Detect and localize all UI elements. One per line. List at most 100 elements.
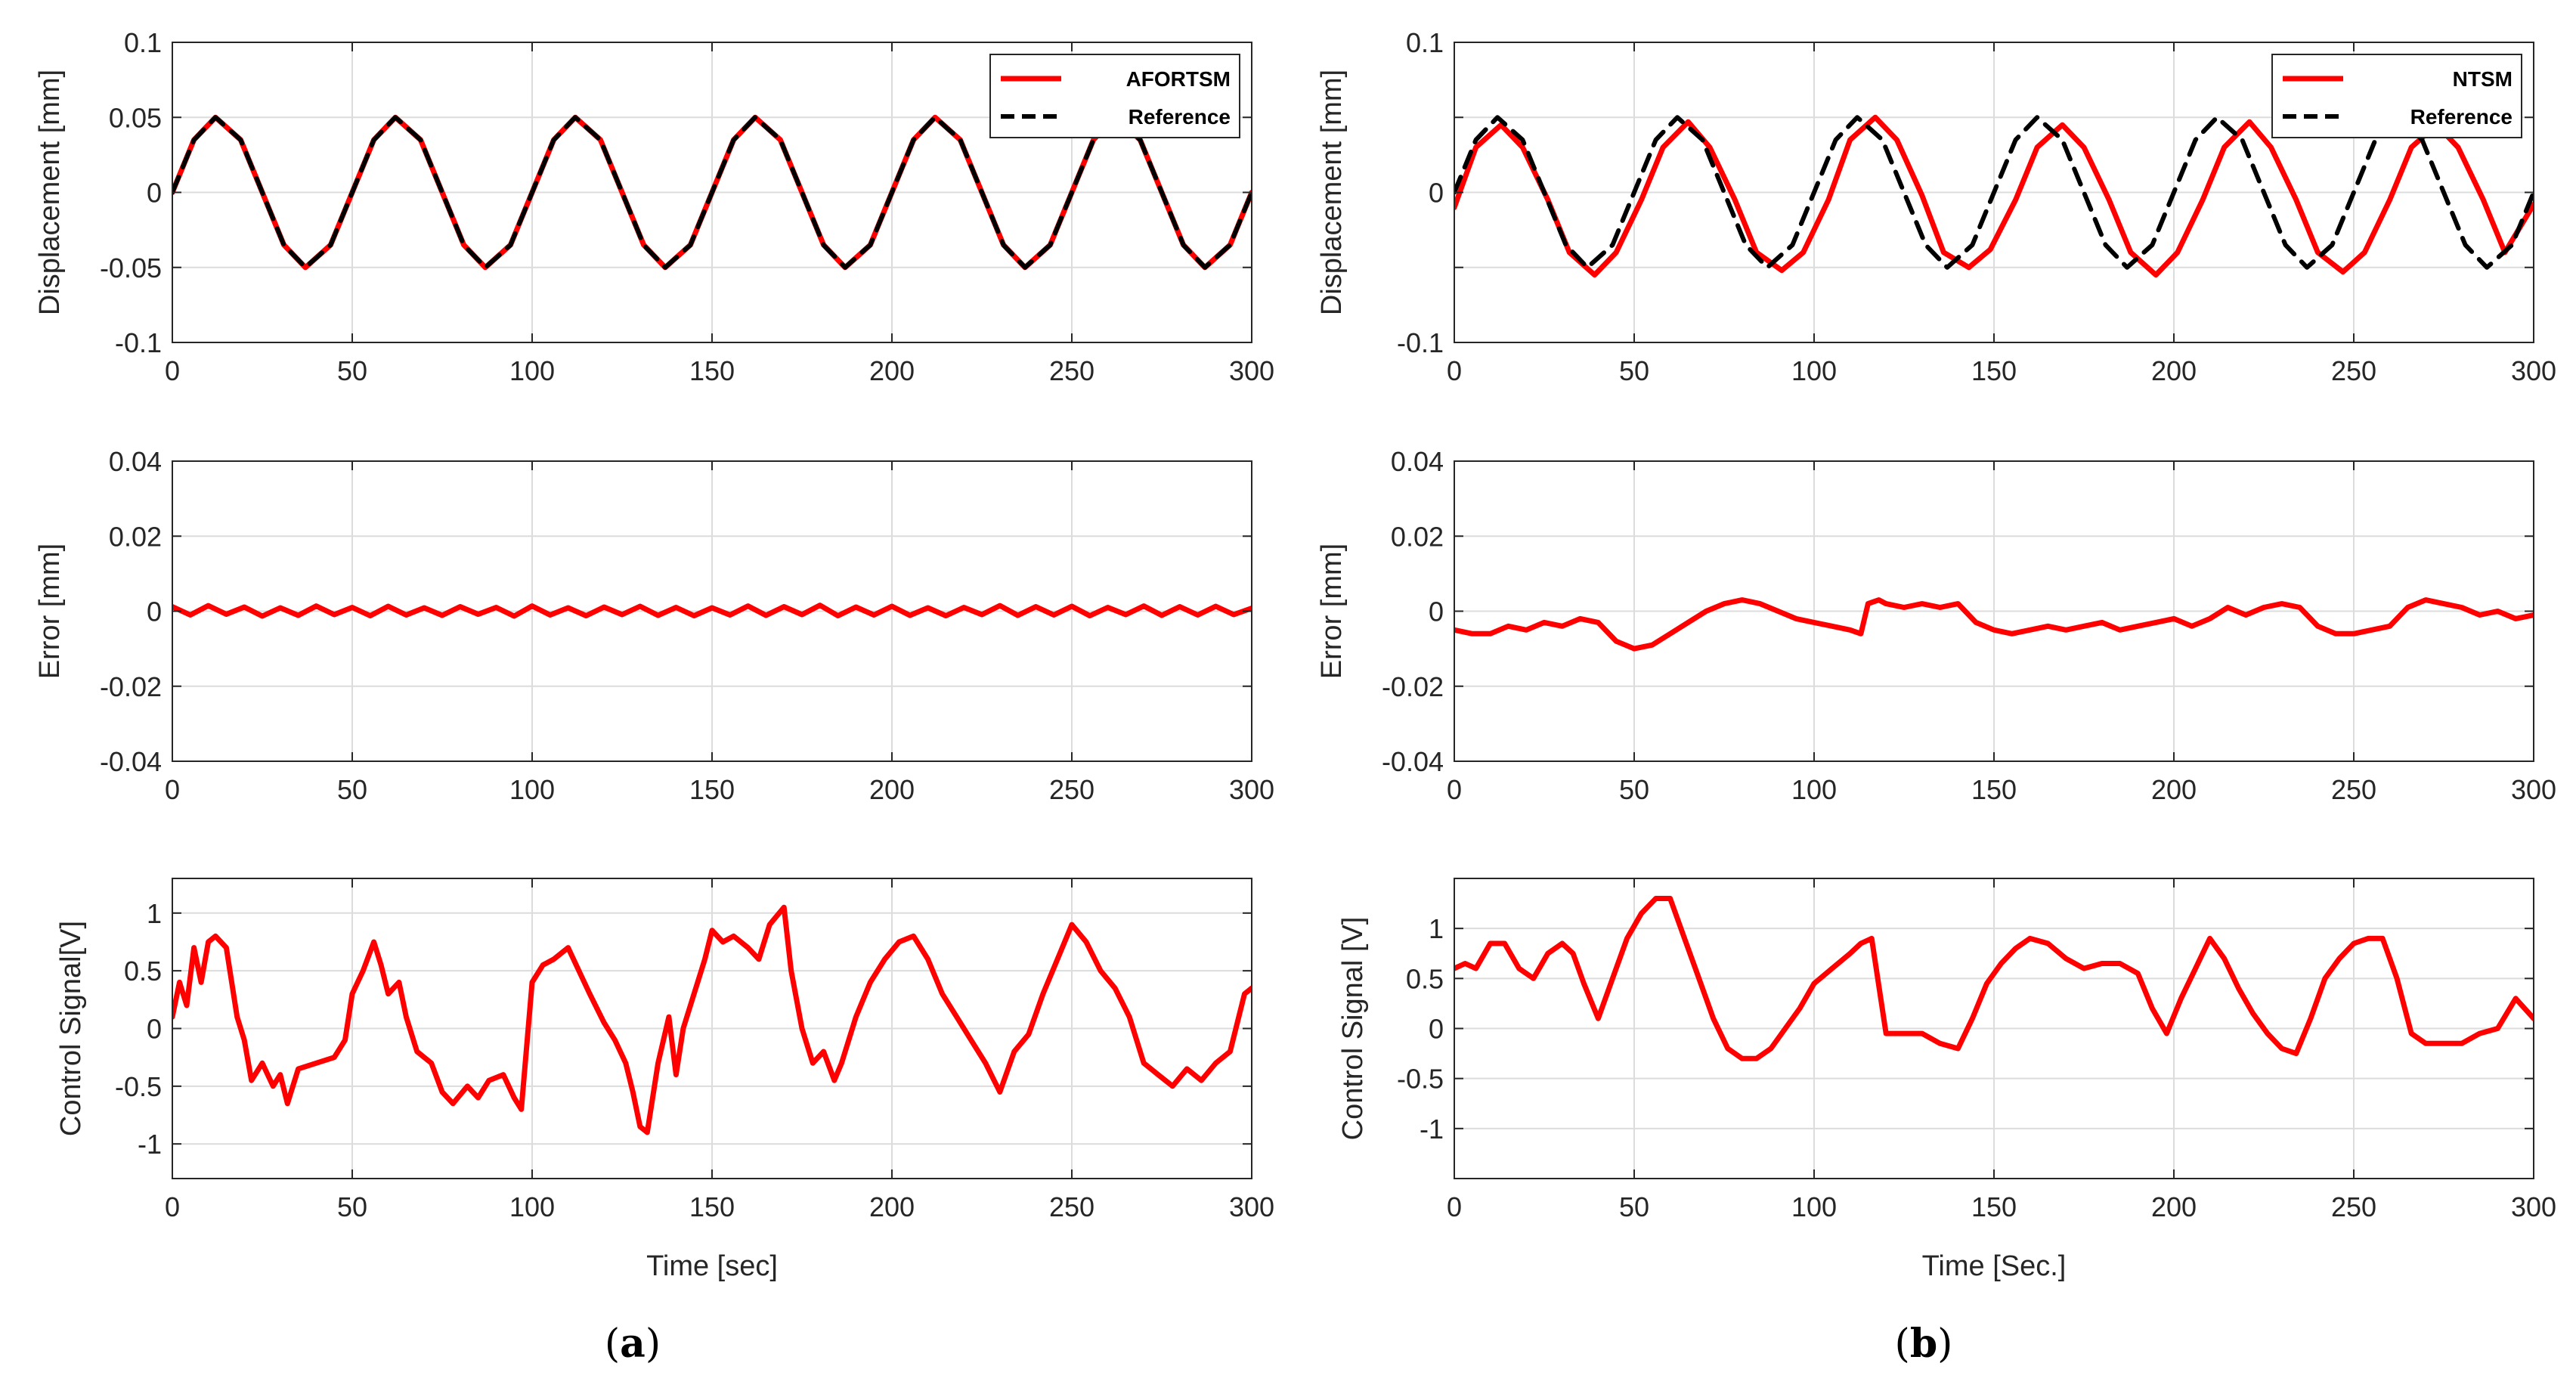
chart-b-2-ytick-label-4: 1 bbox=[1429, 913, 1444, 944]
caption-a-close: ) bbox=[646, 1321, 661, 1367]
chart-a-2: 0 50 100 150 200 250 300 -1 -0.5 0 0.5 1 Control Sig… bbox=[55, 878, 1274, 1282]
chart-b-1-xtick-label-3: 150 bbox=[1971, 774, 2017, 805]
chart-b-2-ylabel: Control Signal [V] bbox=[1337, 917, 1369, 1141]
chart-b-0-xtick-label-4: 200 bbox=[2151, 355, 2197, 386]
chart-a-1-xtick-label-5: 250 bbox=[1049, 774, 1094, 805]
chart-a-1-ytick-label-0: -0.04 bbox=[100, 746, 162, 777]
chart-a-1-ylabel: Error [mm] bbox=[34, 544, 66, 679]
chart-b-2-ytick-label-2: 0 bbox=[1429, 1014, 1444, 1045]
chart-a-0-ytick-label-0: -0.1 bbox=[115, 327, 162, 358]
chart-b-2-xtick-label-3: 150 bbox=[1971, 1191, 2017, 1222]
chart-a-1-ytick-label-2: 0 bbox=[147, 596, 162, 627]
chart-a-2-xtick-label-1: 50 bbox=[337, 1191, 367, 1222]
chart-a-2-xtick-label-3: 150 bbox=[689, 1191, 735, 1222]
chart-b-1-xtick-label-2: 100 bbox=[1791, 774, 1837, 805]
chart-a-0: 0 50 100 150 200 250 300 -0.1 -0.05 0 0.05 0.1 Displ… bbox=[34, 27, 1274, 386]
chart-a-0-xtick-label-2: 100 bbox=[509, 355, 555, 386]
chart-b-2-xtick-label-4: 200 bbox=[2151, 1191, 2197, 1222]
chart-a-0-xtick-label-6: 300 bbox=[1229, 355, 1274, 386]
caption-b-open: ( bbox=[1895, 1321, 1910, 1367]
caption-b: (b) bbox=[1895, 1321, 1953, 1367]
chart-b-0-legend-label-1: Reference bbox=[2410, 105, 2513, 129]
caption-a: (a) bbox=[605, 1321, 661, 1367]
caption-b-close: ) bbox=[1937, 1321, 1952, 1367]
chart-b-1: 0 50 100 150 200 250 300 -0.04 -0.02 0 0.02 0.04 Err… bbox=[1316, 446, 2556, 805]
chart-a-0-xtick-label-1: 50 bbox=[337, 355, 367, 386]
chart-a-2-ylabel: Control Signal[V] bbox=[55, 921, 87, 1136]
caption-b-letter: b bbox=[1910, 1321, 1937, 1367]
chart-a-1-xtick-label-4: 200 bbox=[869, 774, 915, 805]
chart-b-1-ytick-label-0: -0.04 bbox=[1382, 746, 1444, 777]
chart-a-2-ytick-label-3: 0.5 bbox=[124, 956, 162, 987]
chart-b-1-xtick-label-5: 250 bbox=[2331, 774, 2376, 805]
chart-a-0-xtick-label-3: 150 bbox=[689, 355, 735, 386]
chart-b-2-xlabel: Time [Sec.] bbox=[1922, 1250, 2067, 1282]
chart-a-1-series-error bbox=[172, 603, 1252, 619]
chart-a-0-legend-box bbox=[989, 54, 1240, 138]
chart-a-0-legend-label-1: Reference bbox=[1129, 105, 1231, 129]
chart-a-1-ytick-label-4: 0.04 bbox=[109, 446, 162, 477]
chart-b-2-xtick-label-5: 250 bbox=[2331, 1191, 2376, 1222]
chart-a-0-xtick-label-0: 0 bbox=[165, 355, 180, 386]
chart-a-1-xtick-label-3: 150 bbox=[689, 774, 735, 805]
chart-b-2-xtick-label-1: 50 bbox=[1619, 1191, 1649, 1222]
chart-b-1-ytick-label-4: 0.04 bbox=[1391, 446, 1444, 477]
chart-a-2-xtick-label-0: 0 bbox=[165, 1191, 180, 1222]
chart-b-0-ylabel: Displacement [mm] bbox=[1316, 70, 1348, 315]
chart-a-0-xtick-label-4: 200 bbox=[869, 355, 915, 386]
chart-a-0-ytick-label-3: 0.05 bbox=[109, 102, 162, 133]
chart-a-0-ylabel: Displacement [mm] bbox=[34, 70, 66, 315]
chart-b-2: 0 50 100 150 200 250 300 -1 -0.5 0 0.5 1 Control Sig… bbox=[1337, 878, 2556, 1282]
chart-b-0-legend: NTSM Reference bbox=[2271, 54, 2522, 138]
chart-b-0-ytick-label-4: 0.1 bbox=[1406, 27, 1444, 58]
chart-b-2-xtick-label-6: 300 bbox=[2511, 1191, 2556, 1222]
chart-b-1-ylabel: Error [mm] bbox=[1316, 544, 1348, 679]
chart-a-1: 0 50 100 150 200 250 300 -0.04 -0.02 0 0.02 0.04 Err… bbox=[34, 446, 1274, 805]
chart-b-1-ytick-label-3: 0.02 bbox=[1391, 521, 1444, 552]
chart-a-1-ytick-label-3: 0.02 bbox=[109, 521, 162, 552]
chart-b-1-xtick-label-4: 200 bbox=[2151, 774, 2197, 805]
chart-b-0-ytick-label-2: 0 bbox=[1429, 178, 1444, 209]
chart-a-2-ytick-label-0: -1 bbox=[138, 1129, 162, 1160]
chart-b-0-xtick-label-6: 300 bbox=[2511, 355, 2556, 386]
chart-a-2-xtick-label-4: 200 bbox=[869, 1191, 915, 1222]
chart-b-2-xtick-label-0: 0 bbox=[1447, 1191, 1462, 1222]
chart-a-1-xtick-label-0: 0 bbox=[165, 774, 180, 805]
chart-b-0-xtick-label-5: 250 bbox=[2331, 355, 2376, 386]
chart-b-2-series-control-signal bbox=[1454, 896, 2534, 1061]
chart-a-2-xtick-label-6: 300 bbox=[1229, 1191, 1274, 1222]
chart-b-0-series-ntsm bbox=[1454, 114, 2534, 278]
chart-b-2-xtick-label-2: 100 bbox=[1791, 1191, 1837, 1222]
chart-b-2-ytick-label-3: 0.5 bbox=[1406, 963, 1444, 994]
chart-b-0-xtick-label-0: 0 bbox=[1447, 355, 1462, 386]
chart-a-2-xtick-label-5: 250 bbox=[1049, 1191, 1094, 1222]
chart-b-0-legend-label-0: NTSM bbox=[2453, 67, 2513, 91]
chart-a-0-ytick-label-2: 0 bbox=[147, 178, 162, 209]
chart-a-2-ytick-label-4: 1 bbox=[147, 898, 162, 929]
chart-b-1-ytick-label-2: 0 bbox=[1429, 596, 1444, 627]
chart-a-1-xtick-label-6: 300 bbox=[1229, 774, 1274, 805]
chart-a-0-legend-label-0: AFORTSM bbox=[1126, 67, 1231, 91]
chart-a-2-ytick-label-2: 0 bbox=[147, 1014, 162, 1045]
chart-a-2-xlabel: Time [sec] bbox=[646, 1250, 778, 1282]
chart-b-0-xtick-label-3: 150 bbox=[1971, 355, 2017, 386]
chart-a-2-xtick-label-2: 100 bbox=[509, 1191, 555, 1222]
chart-b-2-ytick-label-0: -1 bbox=[1420, 1114, 1444, 1145]
chart-b-0-xtick-label-1: 50 bbox=[1619, 355, 1649, 386]
chart-b-1-xtick-label-0: 0 bbox=[1447, 774, 1462, 805]
chart-b-1-xtick-label-6: 300 bbox=[2511, 774, 2556, 805]
chart-b-0-ytick-label-0: -0.1 bbox=[1397, 327, 1444, 358]
caption-a-letter: a bbox=[620, 1321, 646, 1367]
chart-a-1-ytick-label-1: -0.02 bbox=[100, 671, 162, 702]
chart-b-2-ytick-label-1: -0.5 bbox=[1397, 1064, 1444, 1095]
chart-a-0-series-reference bbox=[172, 115, 1252, 270]
chart-a-2-series-control-signal bbox=[172, 904, 1252, 1135]
chart-b-1-series-error bbox=[1454, 597, 2534, 652]
chart-a-0-xtick-label-5: 250 bbox=[1049, 355, 1094, 386]
chart-b-1-xtick-label-1: 50 bbox=[1619, 774, 1649, 805]
chart-a-2-ytick-label-1: -0.5 bbox=[115, 1071, 162, 1102]
chart-b-0-series-reference bbox=[1454, 115, 2534, 270]
